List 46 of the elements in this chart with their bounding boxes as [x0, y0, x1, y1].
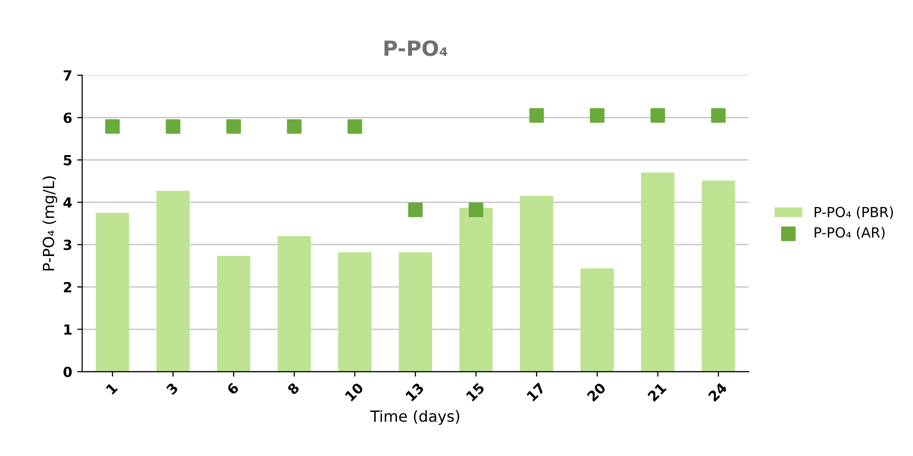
bar	[520, 196, 554, 372]
point	[166, 119, 180, 134]
y-tick-label: 7	[64, 70, 72, 81]
y-tick-label: 0	[63, 366, 72, 378]
chart-title: P-PO₄	[384, 40, 448, 56]
legend-label: P-PO₄ (AR)	[814, 226, 885, 240]
bar	[278, 236, 311, 372]
legend-label: P-PO₄ (PBR)	[814, 206, 893, 219]
x-tick-label: 6	[226, 382, 240, 396]
bar	[459, 208, 493, 372]
point	[529, 108, 544, 123]
point	[711, 108, 726, 123]
point	[286, 119, 302, 134]
x-tick-label: 8	[286, 382, 300, 396]
bar	[216, 256, 250, 372]
bar	[96, 212, 130, 372]
y-axis-title: P-PO₄ (mg/L)	[42, 176, 58, 270]
x-tick-label: 24	[708, 382, 728, 402]
x-tick-label: 1	[106, 382, 118, 395]
bar	[338, 252, 372, 372]
point	[650, 108, 666, 123]
bar	[641, 172, 674, 372]
point	[348, 119, 362, 134]
x-tick-label: 13	[405, 382, 424, 402]
x-tick-label: 17	[526, 382, 546, 402]
y-tick-label: 1	[64, 324, 72, 335]
x-tick-label: 3	[166, 382, 179, 396]
bar	[156, 190, 190, 372]
bar	[702, 180, 736, 372]
y-tick-label: 3	[64, 240, 72, 250]
y-tick-label: 5	[64, 155, 72, 166]
x-tick-label: 21	[647, 382, 667, 402]
point	[105, 119, 120, 134]
bar	[580, 268, 614, 372]
x-tick-label: 20	[586, 382, 606, 402]
point	[408, 202, 423, 218]
x-tick-label: 10	[344, 382, 364, 402]
y-tick-label: 2	[64, 282, 72, 292]
point	[226, 119, 241, 134]
bar	[398, 252, 432, 372]
x-tick-label: 15	[466, 382, 485, 402]
x-axis-title: Time (days)	[370, 410, 460, 425]
point	[590, 108, 604, 123]
point	[468, 202, 484, 218]
y-tick-label: 6	[64, 112, 72, 124]
y-tick-label: 4	[63, 197, 72, 208]
